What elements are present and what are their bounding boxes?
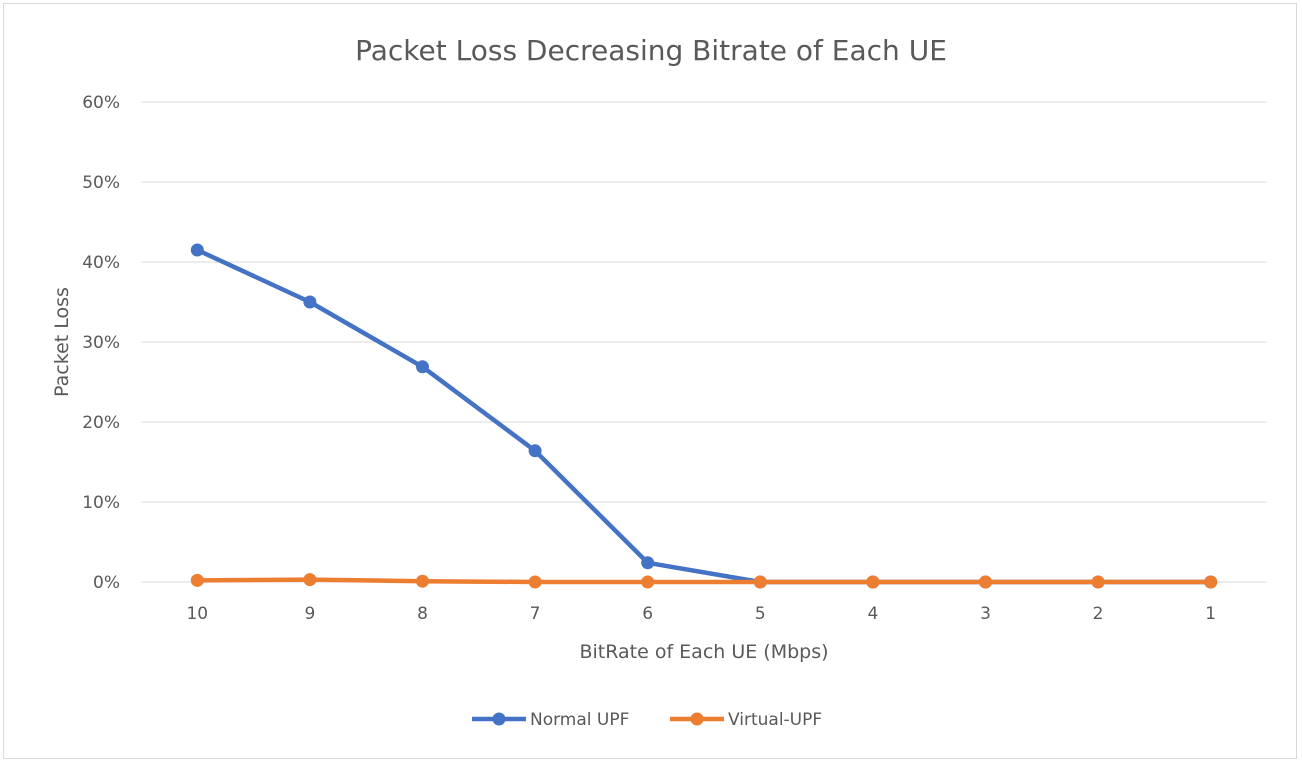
data-point [303,295,317,309]
data-point [641,556,655,570]
legend-label: Normal UPF [530,710,629,730]
data-point [416,360,429,374]
data-point [1091,575,1105,589]
data-point [528,444,542,458]
data-point [1204,575,1218,589]
x-tick-label: 6 [642,604,653,624]
chart-title: Packet Loss Decreasing Bitrate of Each U… [355,34,947,67]
data-point [979,575,992,589]
data-point [303,573,317,587]
x-tick-label: 10 [186,604,208,624]
data-point [416,574,429,588]
series-2 [190,573,1218,589]
series-1 [190,243,1218,589]
x-tick-label: 4 [867,604,878,624]
y-tick-label: 20% [82,413,120,433]
legend-item: Normal UPF [472,710,629,730]
y-axis-ticks: 0% 10% 20% 30% 40% 50% 60% [82,93,120,593]
x-tick-label: 9 [304,604,315,624]
x-tick-label: 2 [1093,604,1104,624]
x-tick-label: 1 [1205,604,1216,624]
x-axis-ticks: 10 9 8 7 6 5 4 3 2 1 [186,604,1216,624]
series-line [195,247,1213,585]
series-group [190,243,1218,589]
data-point [528,575,542,589]
y-tick-label: 60% [82,93,120,113]
chart-frame [3,3,1297,759]
legend-swatch-marker [690,712,704,726]
x-tick-label: 3 [980,604,991,624]
series-line [195,577,1213,585]
data-point [641,575,655,589]
y-axis-title: Packet Loss [51,287,73,397]
gridlines [141,101,1267,583]
data-point [866,575,880,589]
data-point [190,573,204,587]
x-tick-label: 8 [417,604,428,624]
y-tick-label: 40% [82,253,120,273]
legend-label: Virtual-UPF [728,710,822,730]
y-tick-label: 0% [93,573,120,593]
y-tick-label: 50% [82,173,120,193]
x-axis-title: BitRate of Each UE (Mbps) [579,641,828,663]
x-tick-label: 5 [755,604,766,624]
x-tick-label: 7 [530,604,541,624]
y-tick-label: 30% [82,333,120,353]
legend: Normal UPF Virtual-UPF [472,710,822,730]
legend-item: Virtual-UPF [670,710,822,730]
data-point [190,243,204,257]
data-point [753,575,767,589]
legend-swatch-marker [492,712,506,726]
y-tick-label: 10% [82,493,120,513]
